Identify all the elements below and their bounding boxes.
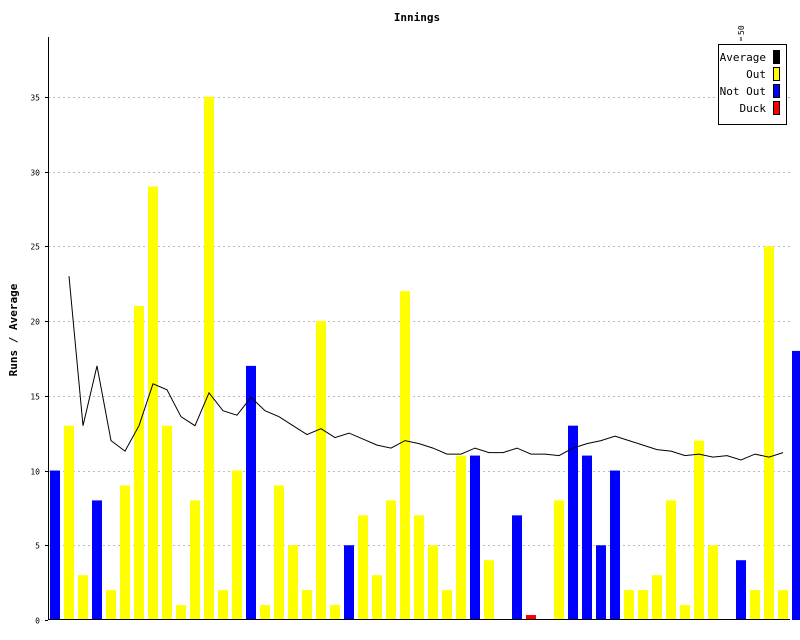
legend-swatch-out — [773, 67, 780, 81]
bar-innings-50 — [736, 560, 746, 620]
bar-innings-38 — [568, 425, 578, 620]
bar-innings-18 — [288, 545, 298, 620]
average-line — [68, 276, 784, 461]
bar-innings-41 — [610, 470, 620, 620]
legend-swatch-average — [773, 50, 780, 64]
bar-innings-16 — [260, 605, 270, 620]
bar-innings-34 — [512, 515, 522, 620]
bar-innings-3 — [78, 575, 88, 620]
x-top-tick-label: 50 — [737, 25, 746, 35]
bar-innings-13 — [218, 590, 228, 620]
bar-innings-37 — [554, 500, 564, 620]
bar-innings-8 — [148, 186, 158, 620]
y-tick-label: 10 — [30, 468, 40, 477]
bar-innings-11 — [190, 500, 200, 620]
bar-innings-2 — [64, 425, 74, 620]
bar-innings-51 — [750, 590, 760, 620]
bar-innings-42 — [624, 590, 634, 620]
legend-label-out: Out — [746, 68, 766, 81]
bar-innings-22 — [344, 545, 354, 620]
y-axis-label: Runs / Average — [7, 283, 20, 376]
bar-innings-14 — [232, 470, 242, 620]
bar-innings-17 — [274, 485, 284, 620]
bar-innings-53 — [778, 590, 788, 620]
bar-innings-27 — [414, 515, 424, 620]
bar-innings-15 — [246, 365, 256, 620]
legend-swatch-duck — [773, 101, 780, 115]
bar-innings-20 — [316, 321, 326, 620]
bar-innings-52 — [764, 246, 774, 621]
chart-title: Innings — [394, 11, 440, 24]
bar-innings-46 — [680, 605, 690, 620]
bar-innings-43 — [638, 590, 648, 620]
bar-innings-31 — [470, 455, 480, 620]
bar-innings-23 — [358, 515, 368, 620]
bar-innings-35 — [526, 615, 536, 620]
legend-label-not-out: Not Out — [720, 85, 766, 98]
y-tick-label: 15 — [30, 393, 40, 402]
bar-innings-4 — [92, 500, 102, 620]
legend: Average Out Not Out Duck — [718, 44, 787, 125]
bar-innings-10 — [176, 605, 186, 620]
y-tick-label: 0 — [35, 617, 40, 626]
bar-innings-26 — [400, 291, 410, 620]
y-tick-label: 20 — [30, 318, 40, 327]
bar-innings-12 — [204, 96, 214, 621]
bar-innings-9 — [162, 425, 172, 620]
bar-innings-39 — [582, 455, 592, 620]
y-tick-label: 35 — [30, 94, 40, 103]
axes — [48, 37, 790, 620]
y-tick-label: 30 — [30, 169, 40, 178]
y-tick-label: 5 — [35, 542, 40, 551]
bar-innings-48 — [708, 545, 718, 620]
legend-label-average: Average — [720, 51, 766, 64]
bar-innings-6 — [120, 485, 130, 620]
x-top-tick: 50 — [737, 25, 746, 41]
bar-innings-21 — [330, 605, 340, 620]
bar-innings-24 — [372, 575, 382, 620]
bar-innings-32 — [484, 560, 494, 620]
bar-innings-54 — [792, 350, 800, 620]
bar-innings-25 — [386, 500, 396, 620]
bars — [50, 96, 800, 621]
bar-innings-45 — [666, 500, 676, 620]
bar-innings-30 — [456, 455, 466, 620]
bar-innings-29 — [442, 590, 452, 620]
legend-swatch-not-out — [773, 84, 780, 98]
legend-label-duck: Duck — [740, 102, 767, 115]
bar-innings-5 — [106, 590, 116, 620]
bar-innings-44 — [652, 575, 662, 620]
bar-innings-40 — [596, 545, 606, 620]
bar-innings-7 — [134, 306, 144, 620]
bar-innings-28 — [428, 545, 438, 620]
y-tick-labels: 0 5 10 15 20 25 30 35 — [30, 94, 48, 626]
y-tick-label: 25 — [30, 243, 40, 252]
bar-innings-1 — [50, 470, 60, 620]
bar-innings-19 — [302, 590, 312, 620]
bar-innings-47 — [694, 440, 704, 620]
